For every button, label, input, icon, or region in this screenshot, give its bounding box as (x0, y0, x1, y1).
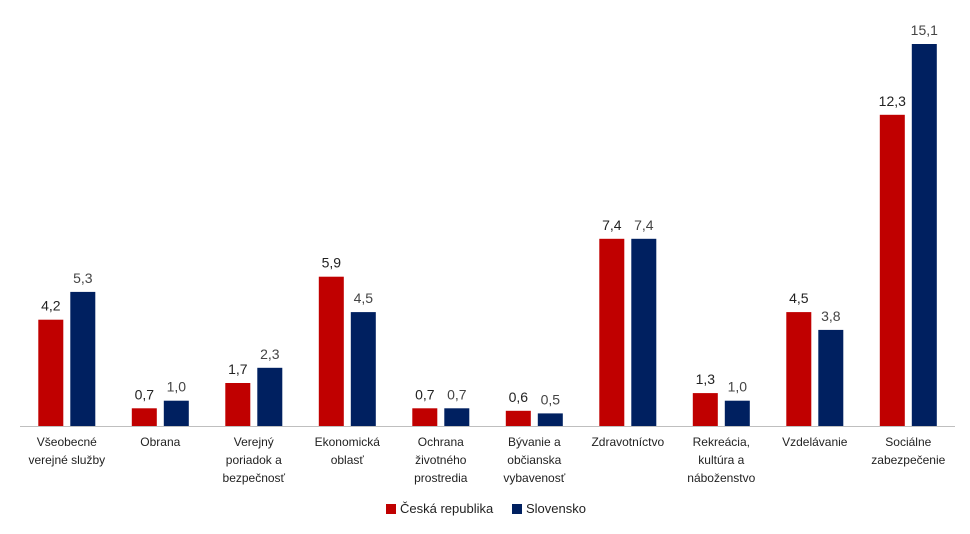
data-label-series1-cat10: 12,3 (879, 93, 906, 109)
bar-series1-cat3 (225, 383, 251, 426)
data-label-series1-cat7: 7,4 (602, 217, 622, 233)
category-label-4: Ekonomická oblasť (315, 435, 381, 467)
bar-series2-cat5 (444, 408, 470, 426)
bar-series2-cat2 (163, 400, 189, 426)
data-label-series2-cat6: 0,5 (541, 391, 561, 407)
legend-swatch-ceska-republika (386, 504, 396, 514)
data-label-series2-cat3: 2,3 (260, 346, 280, 362)
data-label-series1-cat5: 0,7 (415, 386, 435, 402)
bar-series1-cat8 (692, 393, 718, 426)
legend: Česká republika Slovensko (386, 501, 586, 516)
legend-label-ceska-republika: Česká republika (400, 501, 494, 516)
data-label-series2-cat1: 5,3 (73, 270, 93, 286)
bar-series1-cat7 (599, 238, 625, 426)
category-label-1: Všeobecné verejné služby (28, 435, 105, 467)
bar-series2-cat3 (257, 367, 283, 426)
bar-series1-cat6 (505, 410, 531, 426)
legend-label-slovensko: Slovensko (526, 501, 586, 516)
category-label-9: Vzdelávanie (782, 435, 848, 449)
data-label-series1-cat9: 4,5 (789, 290, 809, 306)
bar-series2-cat9 (818, 329, 844, 426)
data-label-series2-cat8: 1,0 (728, 379, 748, 395)
bar-series1-cat1 (38, 319, 64, 426)
data-label-series1-cat1: 4,2 (41, 298, 61, 314)
bar-series1-cat2 (131, 408, 157, 426)
bar-series2-cat8 (724, 400, 750, 426)
bar-series1-cat5 (412, 408, 438, 426)
category-label-10: Sociálne zabezpečenie (871, 435, 945, 467)
data-label-series2-cat4: 4,5 (354, 290, 374, 306)
value-labels-group: 4,2 5,3 0,7 1,0 1,7 2,3 5,9 4,5 0,7 0,7 0,6 0,5 7,4 7… (41, 22, 938, 407)
category-label-5: Ochrana životného prostredia (414, 435, 468, 485)
bar-series1-cat9 (786, 312, 812, 426)
category-labels-group: Všeobecné verejné služby Obrana Verejný pori… (28, 435, 945, 485)
bar-series2-cat1 (70, 291, 96, 426)
category-label-3: Verejný poriadok a bezpečnosť (223, 435, 286, 485)
data-label-series1-cat2: 0,7 (135, 386, 155, 402)
category-label-7: Zdravotníctvo (591, 435, 664, 449)
bar-series2-cat4 (350, 312, 376, 426)
data-label-series2-cat10: 15,1 (911, 22, 938, 38)
data-label-series2-cat2: 1,0 (167, 379, 187, 395)
bar-series1-cat4 (318, 276, 344, 426)
data-label-series1-cat6: 0,6 (509, 389, 529, 405)
bar-series2-cat10 (911, 44, 937, 426)
bar-series2-cat6 (537, 413, 563, 427)
bar-series1-cat10 (879, 114, 905, 427)
data-label-series1-cat3: 1,7 (228, 361, 248, 377)
category-label-2: Obrana (140, 435, 180, 449)
legend-swatch-slovensko (512, 504, 522, 514)
data-label-series1-cat8: 1,3 (696, 371, 716, 387)
data-label-series2-cat5: 0,7 (447, 386, 467, 402)
data-label-series1-cat4: 5,9 (322, 255, 342, 271)
bars-group (38, 44, 937, 427)
bar-series2-cat7 (631, 238, 657, 426)
data-label-series2-cat7: 7,4 (634, 217, 654, 233)
category-label-8: Rekreácia, kultúra a náboženstvo (687, 435, 755, 485)
category-label-6: Bývanie a občianska vybavenosť (503, 435, 565, 485)
data-label-series2-cat9: 3,8 (821, 308, 841, 324)
